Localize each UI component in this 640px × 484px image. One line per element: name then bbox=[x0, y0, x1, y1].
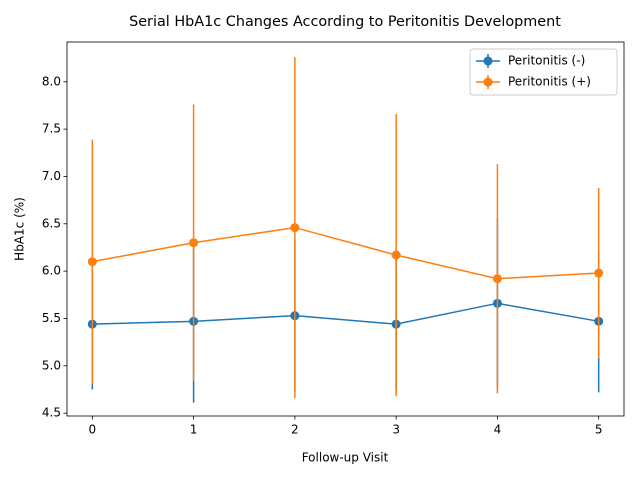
y-tick-label: 5.0 bbox=[42, 358, 61, 372]
plot-area bbox=[66, 41, 625, 417]
legend-box bbox=[469, 48, 618, 96]
data-point bbox=[594, 268, 604, 278]
y-tick-label: 6.0 bbox=[42, 264, 61, 278]
data-point bbox=[189, 238, 199, 248]
x-tick-label: 4 bbox=[494, 423, 502, 437]
y-tick-label: 7.5 bbox=[42, 122, 61, 136]
data-point bbox=[290, 223, 300, 233]
y-tick-label: 4.5 bbox=[42, 406, 61, 420]
x-tick-label: 1 bbox=[190, 423, 198, 437]
chart-title: Serial HbA1c Changes According to Perito… bbox=[129, 14, 561, 30]
y-tick-label: 8.0 bbox=[42, 74, 61, 88]
y-tick-label: 6.5 bbox=[42, 216, 61, 230]
y-tick-label: 5.5 bbox=[42, 311, 61, 325]
data-point bbox=[391, 250, 401, 260]
data-point bbox=[87, 257, 97, 267]
series-line bbox=[92, 226, 599, 280]
y-axis-label: HbA1c (%) bbox=[13, 197, 27, 261]
x-axis-label: Follow-up Visit bbox=[302, 451, 389, 465]
x-tick-label: 3 bbox=[392, 423, 400, 437]
x-tick-label: 0 bbox=[88, 423, 96, 437]
x-tick-label: 5 bbox=[595, 423, 603, 437]
legend-label: Peritonitis (+) bbox=[508, 75, 591, 89]
data-point bbox=[492, 274, 502, 284]
series-line bbox=[92, 302, 599, 325]
legend-marker bbox=[483, 56, 493, 66]
x-tick-label: 2 bbox=[291, 423, 299, 437]
y-tick-label: 7.0 bbox=[42, 169, 61, 183]
legend-marker bbox=[483, 77, 493, 87]
legend-label: Peritonitis (-) bbox=[508, 54, 585, 68]
